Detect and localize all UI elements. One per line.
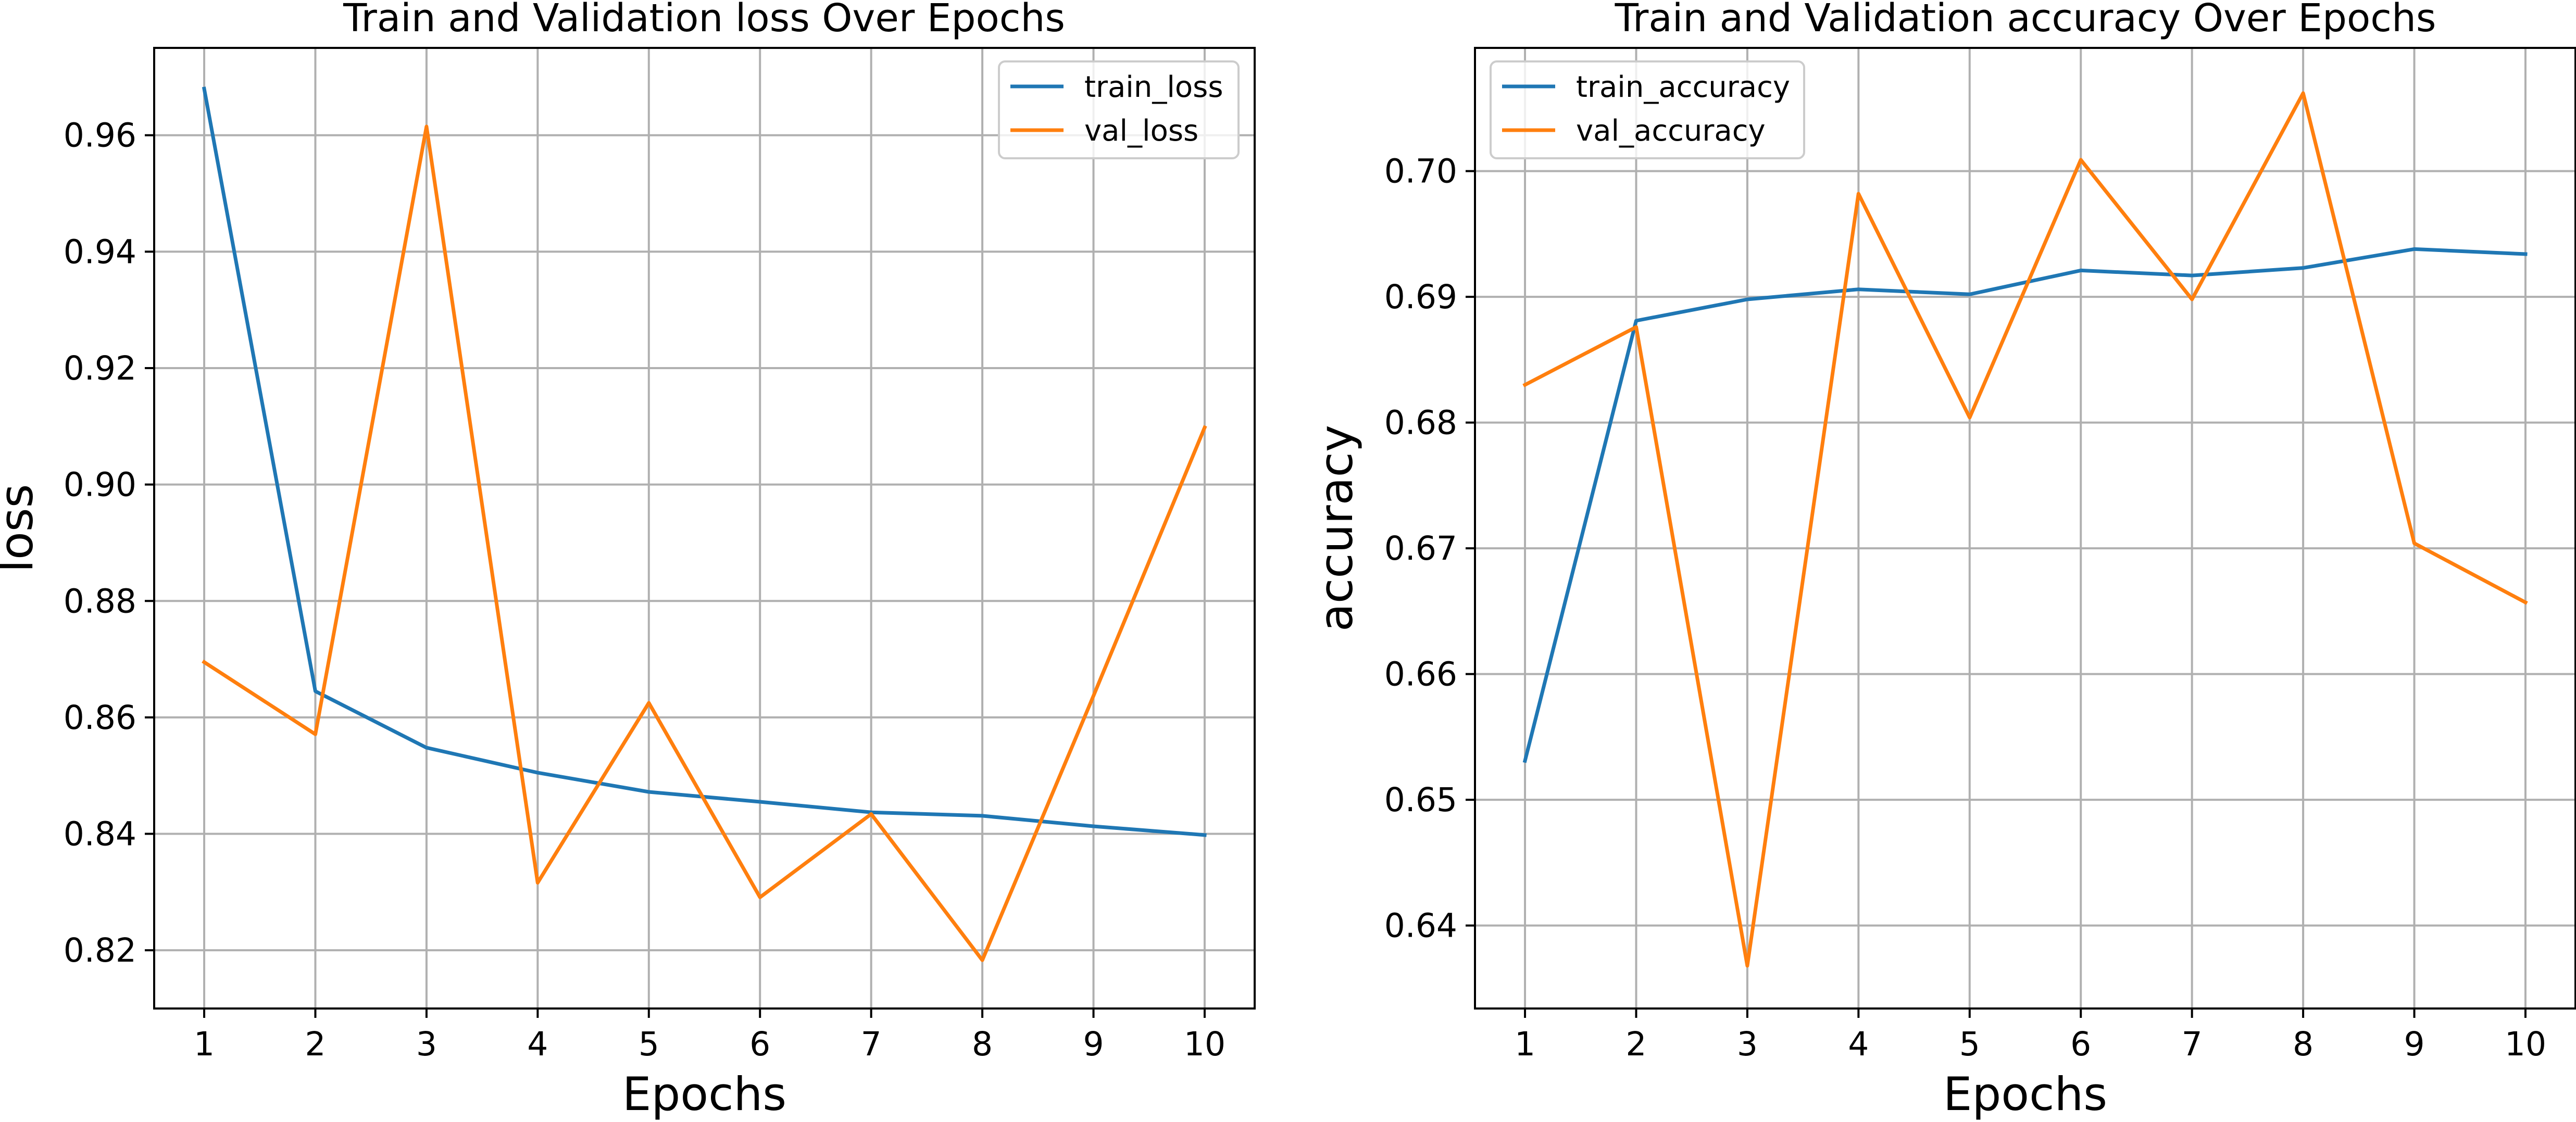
y-tick-label: 0.96 <box>64 117 136 155</box>
x-tick-label: 5 <box>639 1025 659 1063</box>
x-tick-label: 2 <box>305 1025 326 1063</box>
x-tick-label: 4 <box>1848 1025 1869 1063</box>
x-tick-label: 1 <box>194 1025 215 1063</box>
x-tick-label: 7 <box>861 1025 882 1063</box>
plot-frame <box>153 47 1256 1010</box>
x-tick-label: 9 <box>2404 1025 2424 1063</box>
y-tick-label: 0.65 <box>1384 781 1457 819</box>
y-tick-label: 0.84 <box>64 815 136 853</box>
legend-label-val-loss: val_loss <box>1084 114 1198 148</box>
y-tick-label: 0.90 <box>64 466 136 504</box>
x-tick-label: 8 <box>2293 1025 2314 1063</box>
loss-chart: 1 2 3 4 5 6 7 8 9 10 0.82 0.84 0.86 0.88 0.90 0.92 0.94 0… <box>0 0 1256 1121</box>
x-tick-label: 8 <box>972 1025 993 1063</box>
series-line-val-loss <box>202 124 1207 962</box>
y-axis-label: accuracy <box>1309 425 1363 632</box>
x-tick-label: 10 <box>1184 1025 1226 1063</box>
y-tick-label: 0.64 <box>1384 907 1457 945</box>
y-tick-label: 0.88 <box>64 582 136 620</box>
y-tick-label: 0.92 <box>64 349 136 387</box>
y-tick-label: 0.69 <box>1384 278 1457 316</box>
x-tick-label: 7 <box>2182 1025 2203 1063</box>
plot-frame <box>1474 47 2576 1010</box>
x-tick-label: 6 <box>2070 1025 2091 1063</box>
y-tick-label: 0.67 <box>1384 530 1457 568</box>
x-tick-label: 10 <box>2505 1025 2546 1063</box>
legend-label-val-accuracy: val_accuracy <box>1576 114 1766 148</box>
x-tick-label: 5 <box>1959 1025 1980 1063</box>
series-line-val-accuracy <box>1522 91 2528 968</box>
x-axis-label: Epochs <box>1943 1067 2107 1121</box>
chart-title: Train and Validation accuracy Over Epoch… <box>1615 0 2436 41</box>
y-tick-label: 0.68 <box>1384 404 1457 442</box>
x-tick-label: 1 <box>1515 1025 1535 1063</box>
x-axis-label: Epochs <box>622 1067 786 1121</box>
x-tick-label: 3 <box>1737 1025 1758 1063</box>
y-tick-label: 0.82 <box>64 931 136 969</box>
x-tick-label: 6 <box>749 1025 770 1063</box>
x-tick-label: 9 <box>1083 1025 1104 1063</box>
series-line-train-accuracy <box>1522 247 2528 763</box>
y-tick-label: 0.70 <box>1384 153 1457 191</box>
legend-label-train-accuracy: train_accuracy <box>1576 70 1790 104</box>
accuracy-chart: 1 2 3 4 5 6 7 8 9 10 0.64 0.65 0.66 0.67 0.68 0.69 0.70 T… <box>1309 0 2576 1121</box>
x-tick-label: 2 <box>1625 1025 1646 1063</box>
y-tick-label: 0.94 <box>64 233 136 271</box>
y-axis-label: loss <box>0 484 43 573</box>
x-tick-label: 3 <box>416 1025 437 1063</box>
series-line-train-loss <box>202 86 1207 837</box>
chart-title: Train and Validation loss Over Epochs <box>343 0 1065 41</box>
legend-box <box>1490 60 1805 159</box>
y-tick-label: 0.66 <box>1384 655 1457 694</box>
legend-label-train-loss: train_loss <box>1084 70 1223 104</box>
y-tick-label: 0.86 <box>64 699 136 737</box>
x-tick-label: 4 <box>527 1025 548 1063</box>
